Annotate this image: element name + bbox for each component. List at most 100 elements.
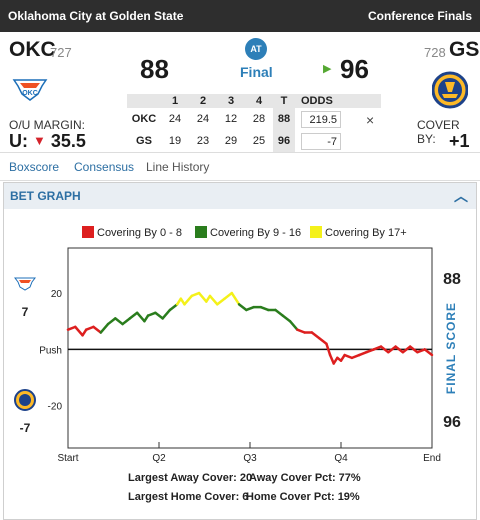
cover-line-segment [92, 325, 103, 334]
cover-line-segment [408, 345, 419, 354]
cover-line-segment [416, 348, 426, 354]
legend-swatch-yellow [310, 226, 322, 238]
total-score: 88 [273, 108, 295, 130]
largest-away-cover: Largest Away Cover: 20 [128, 472, 253, 484]
cover-line-segment [379, 345, 390, 354]
ou-margin-label: O/U MARGIN: [9, 118, 86, 132]
cover-line-segment [296, 328, 306, 334]
bet-graph-header[interactable]: BET GRAPH ︿ [4, 183, 476, 209]
cover-line-segment [208, 294, 219, 306]
cover-line-segment [197, 291, 208, 303]
cover-line-segment [114, 317, 124, 326]
cover-line-segment [121, 317, 132, 326]
cover-line-segment [387, 345, 397, 354]
legend-item: Covering By 0 - 8 [82, 226, 182, 239]
legend-swatch-red [82, 226, 94, 238]
q-score: 12 [224, 113, 238, 125]
q-score: 29 [224, 135, 238, 147]
away-team-abbr: OKC [9, 38, 56, 61]
y-tick-label: Push [39, 345, 62, 356]
legend-swatch-green [195, 226, 207, 238]
x-tick-label: Q4 [334, 453, 348, 464]
cover-line-segment [106, 317, 117, 326]
away-score-row: OKC 24 24 12 28 88 219.5 [127, 108, 381, 130]
tab-line-history[interactable]: Line History [146, 160, 210, 174]
bet-graph-panel: BET GRAPH ︿ Covering By 0 - 8 Covering B… [3, 182, 477, 520]
cover-line-segment [328, 353, 335, 365]
plot-frame [67, 247, 433, 449]
cover-line-segment [154, 311, 164, 320]
game-status: Final [240, 64, 273, 80]
home-odds: -7 [301, 132, 341, 150]
home-score-row: GS 19 23 29 25 96 -7 [127, 130, 381, 152]
x-tick-label: Q2 [152, 453, 166, 464]
q-score: 24 [168, 113, 182, 125]
ou-margin-value: U: ▼ 35.5 [9, 131, 86, 152]
cover-line-segment [230, 291, 241, 306]
legend-label: Covering By 9 - 16 [210, 227, 302, 239]
cover-line-segment [183, 294, 194, 306]
cover-line-segment [237, 303, 248, 312]
cover-line-segment [365, 348, 376, 354]
cover-line-segment [394, 345, 405, 354]
q1-header: 1 [161, 94, 189, 108]
cover-line-segment [215, 297, 226, 306]
away-score: 88 [140, 54, 169, 84]
ou-value: 35.5 [50, 131, 86, 151]
cover-line-segment [288, 319, 299, 331]
cover-by-label: COVER BY: [417, 118, 460, 146]
cover-by-value: +1 [449, 131, 470, 151]
okc-thunder-logo-icon: OKC [12, 72, 48, 102]
cover-line-segment [274, 308, 285, 317]
x-tick-label: Start [57, 453, 78, 464]
home-rotation-number: 728 [424, 45, 446, 60]
cover-line-segment [74, 325, 84, 337]
away-odds: 219.5 [301, 110, 341, 128]
home-team-abbr: GS [449, 38, 480, 61]
at-badge: AT [245, 38, 267, 60]
away-line-label: 7 [22, 305, 29, 319]
home-score: 96 [340, 54, 369, 84]
q4-header: 4 [245, 94, 273, 108]
round-label: Conference Finals [367, 9, 472, 23]
final-away-score: 88 [443, 271, 461, 288]
q-score: 28 [252, 113, 266, 125]
legend-item: Covering By 17+ [310, 226, 407, 239]
x-tick-label: Q3 [243, 453, 257, 464]
final-home-score: 96 [443, 414, 461, 431]
winner-arrow-icon: ▶ [323, 63, 332, 75]
cover-line-segment [423, 348, 434, 357]
tab-boxscore[interactable]: Boxscore [9, 160, 60, 174]
cover-line-segment [66, 325, 77, 331]
q2-header: 2 [189, 94, 217, 108]
y-tick-label: 20 [51, 289, 63, 300]
cover-line-segment [317, 336, 328, 346]
odds-header: ODDS [295, 94, 381, 108]
scoreboard: 1 2 3 4 T ODDS OKC 24 24 12 28 88 219.5 … [127, 94, 381, 152]
x-tick-label: End [423, 453, 441, 464]
cover-line-segment [99, 322, 110, 334]
svg-text:OKC: OKC [22, 90, 38, 97]
total-score: 96 [273, 130, 295, 152]
final-score-axis-title: FINAL SCORE [444, 302, 458, 394]
collapse-chevron-icon[interactable]: ︿ [454, 188, 468, 204]
cover-line-segment [281, 314, 292, 323]
home-side-logo-icon [14, 389, 36, 411]
home-line-label: -7 [20, 421, 31, 435]
tab-consensus[interactable]: Consensus [74, 160, 135, 174]
away-cover-pct: Away Cover Pct: 77% [249, 472, 361, 484]
home-cover-pct: Home Cover Pct: 19% [246, 491, 360, 503]
down-arrow-icon: ▼ [33, 133, 46, 148]
cover-line-segment [84, 325, 95, 331]
matchup-title: Oklahoma City at Golden State [8, 9, 184, 23]
y-tick-label: -20 [48, 402, 63, 413]
tab-bar: Boxscore Consensus Line History [0, 152, 480, 181]
cover-line-segment [343, 353, 354, 360]
cover-line-segment [146, 311, 157, 317]
cover-line-segment [135, 311, 146, 323]
game-header-bar: Oklahoma City at Golden State Conference… [0, 0, 480, 32]
close-icon[interactable]: × [366, 112, 375, 128]
row-team: GS [136, 135, 152, 147]
cover-line-segment [190, 291, 201, 298]
away-rotation-number: 727 [50, 45, 72, 60]
